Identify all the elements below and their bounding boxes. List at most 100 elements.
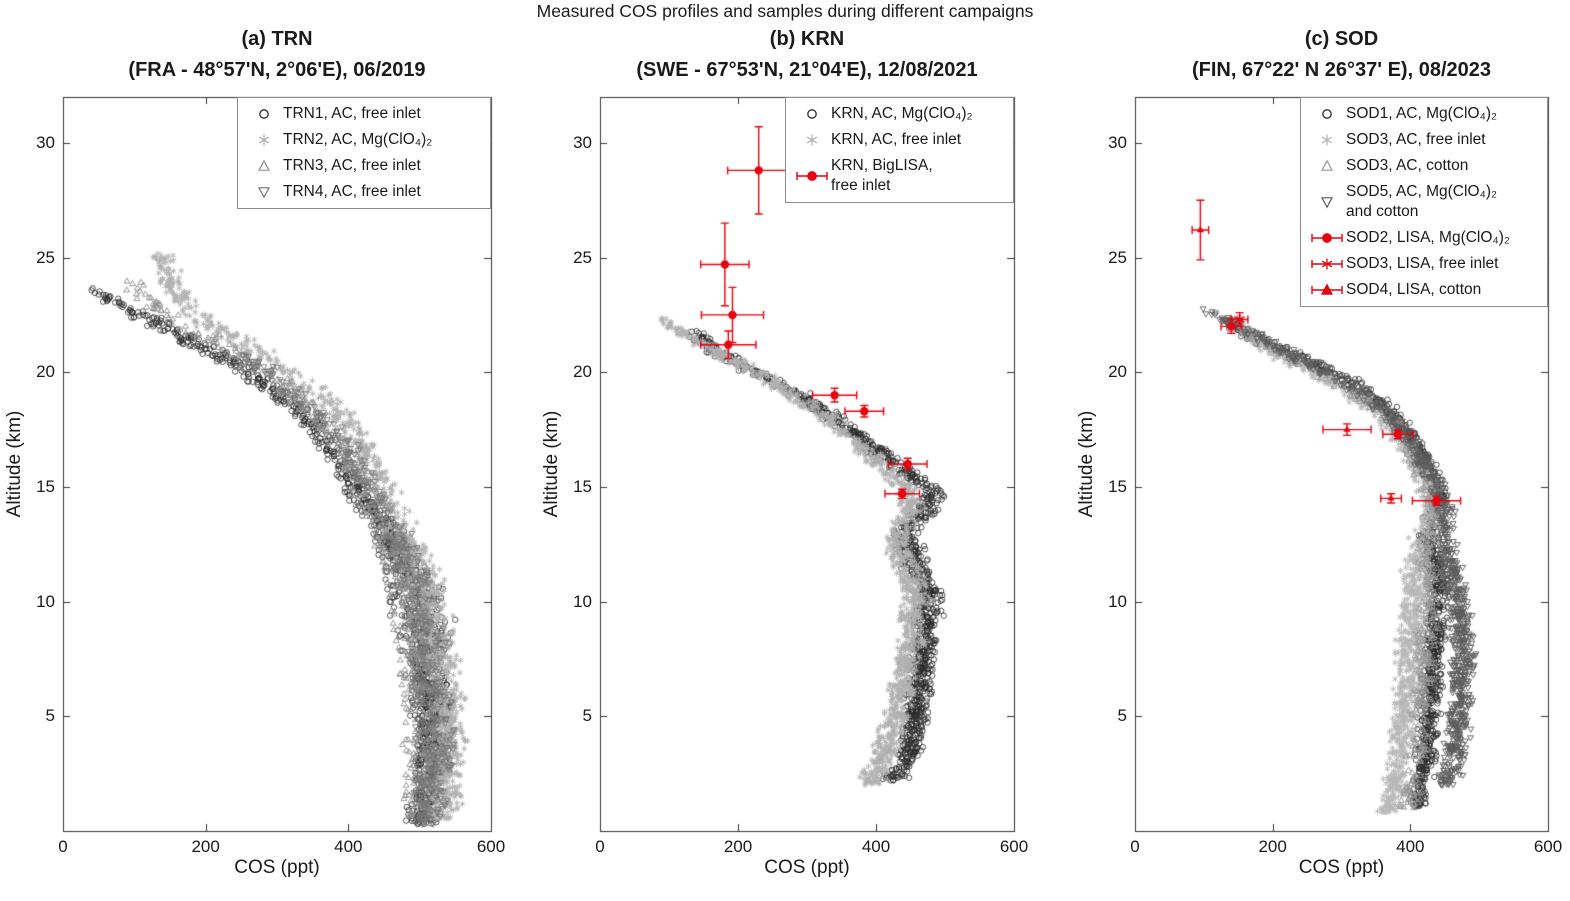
x-axis-label: COS (ppt) (234, 857, 320, 878)
y-tick-label: 25 (36, 247, 55, 267)
x-tick-label: 200 (1258, 837, 1287, 856)
panel-title-line2: (SWE - 67°53'N, 21°04'E), 12/08/2021 (636, 59, 978, 81)
legend-marker-tri-up-icon (245, 157, 283, 175)
legend-label-line: SOD2, LISA, Mg(ClO₄)₂ (1346, 229, 1510, 246)
legend-marker-asterisk-icon (793, 131, 831, 149)
legend-item: TRN4, AC, free inlet (240, 179, 488, 205)
legend-label-line: KRN, AC, Mg(ClO₄)₂ (831, 105, 973, 122)
legend-item: SOD5, AC, Mg(ClO₄)₂ and cotton (1303, 179, 1545, 225)
legend-item-label: SOD4, LISA, cotton (1346, 280, 1481, 300)
y-tick-label: 15 (36, 476, 55, 496)
legend-label-line: TRN3, AC, free inlet (283, 157, 421, 174)
legend-item: KRN, AC, Mg(ClO₄)₂ (788, 101, 1011, 127)
x-tick-label: 0 (595, 837, 605, 856)
legend-item-label: KRN, BigLISA, free inlet (831, 156, 933, 196)
y-axis-label: Altitude (km) (4, 410, 25, 518)
y-tick-label: 5 (1117, 706, 1127, 726)
x-tick-label: 0 (58, 837, 68, 856)
legend-marker-asterisk-icon (1308, 131, 1346, 149)
legend-item-label: SOD2, LISA, Mg(ClO₄)₂ (1346, 228, 1510, 248)
legend-item: SOD1, AC, Mg(ClO₄)₂ (1303, 101, 1545, 127)
y-tick-label: 20 (573, 362, 592, 382)
x-tick-label: 600 (476, 837, 506, 856)
x-tick-label: 0 (1130, 837, 1140, 856)
legend-item: KRN, BigLISA, free inlet (788, 153, 1011, 199)
x-axis-label: COS (ppt) (764, 857, 850, 878)
x-tick-label: 400 (334, 837, 363, 856)
legend-label-line: SOD1, AC, Mg(ClO₄)₂ (1346, 105, 1498, 122)
legend-marker-tri-down-icon (245, 183, 283, 201)
legend-marker-tri-up-icon (1308, 157, 1346, 175)
x-tick-label: 600 (1533, 837, 1563, 856)
y-tick-label: 15 (573, 476, 592, 496)
legend-item-label: TRN1, AC, free inlet (283, 104, 421, 124)
x-tick-label: 600 (999, 837, 1029, 856)
legend-item: SOD3, AC, cotton (1303, 153, 1545, 179)
y-tick-label: 25 (573, 247, 592, 267)
figure-title: Measured COS profiles and samples during… (536, 1, 1034, 21)
legend-item-label: SOD3, AC, free inlet (1346, 130, 1486, 150)
legend-item-label: SOD3, AC, cotton (1346, 156, 1468, 176)
y-axis-label: Altitude (km) (1076, 410, 1097, 518)
y-tick-label: 30 (573, 132, 592, 152)
legend-item-label: KRN, AC, free inlet (831, 130, 961, 150)
y-tick-label: 15 (1108, 476, 1127, 496)
y-tick-label: 30 (36, 132, 55, 152)
panel-title-line2: (FIN, 67°22' N 26°37' E), 08/2023 (1191, 59, 1492, 81)
y-tick-label: 20 (36, 362, 55, 382)
legend-item: SOD3, LISA, free inlet (1303, 251, 1545, 277)
legend-marker-tri-down-icon (1308, 193, 1346, 211)
legend-item-label: TRN2, AC, Mg(ClO₄)₂ (283, 130, 432, 150)
y-tick-label: 10 (1108, 591, 1127, 611)
legend-item: SOD2, LISA, Mg(ClO₄)₂ (1303, 225, 1545, 251)
legend-box: TRN1, AC, free inlet TRN2, AC, Mg(ClO₄)₂ T… (237, 97, 491, 209)
legend-label-line: KRN, AC, free inlet (831, 131, 962, 148)
legend-item: TRN3, AC, free inlet (240, 153, 488, 179)
x-tick-label: 200 (191, 837, 220, 856)
legend-label-line: and cotton (1346, 203, 1419, 220)
legend-marker-circle-icon (1308, 105, 1346, 123)
legend-label-line: TRN1, AC, free inlet (283, 105, 421, 122)
legend-item: TRN1, AC, free inlet (240, 101, 488, 127)
legend-label-line: KRN, BigLISA, (831, 157, 933, 174)
legend-item: SOD3, AC, free inlet (1303, 127, 1545, 153)
legend-marker-circle-errorbar-icon (793, 167, 831, 185)
panel-title-line1: (b) KRN (769, 28, 845, 50)
legend-label-line: SOD3, LISA, free inlet (1346, 255, 1499, 272)
legend-label-line: TRN4, AC, free inlet (283, 183, 421, 200)
panel-title-line2: (FRA - 48°57'N, 2°06'E), 06/2019 (128, 59, 426, 81)
legend-item-label: TRN3, AC, free inlet (283, 156, 421, 176)
legend-item-label: SOD5, AC, Mg(ClO₄)₂ and cotton (1346, 182, 1497, 222)
y-tick-label: 5 (582, 706, 592, 726)
legend-label-line: TRN2, AC, Mg(ClO₄)₂ (283, 131, 433, 148)
legend-marker-circle-icon (245, 105, 283, 123)
x-tick-label: 400 (861, 837, 891, 856)
y-tick-label: 25 (1108, 247, 1127, 267)
x-tick-label: 200 (723, 837, 753, 856)
legend-item-label: SOD3, LISA, free inlet (1346, 254, 1499, 274)
legend-item-label: SOD1, AC, Mg(ClO₄)₂ (1346, 104, 1497, 124)
legend-label-line: SOD5, AC, Mg(ClO₄)₂ (1346, 183, 1498, 200)
legend-item: KRN, AC, free inlet (788, 127, 1011, 153)
legend-box: KRN, AC, Mg(ClO₄)₂ KRN, AC, free inlet KRN… (785, 97, 1014, 203)
legend-marker-circle-icon (793, 105, 831, 123)
legend-label-line: free inlet (831, 177, 891, 194)
legend-marker-asterisk-icon (245, 131, 283, 149)
legend-marker-tri-up-errorbar-icon (1308, 281, 1346, 299)
y-tick-label: 20 (1108, 362, 1127, 382)
legend-item: SOD4, LISA, cotton (1303, 277, 1545, 303)
y-tick-label: 10 (573, 591, 592, 611)
legend-item-label: KRN, AC, Mg(ClO₄)₂ (831, 104, 973, 124)
panel-title-line1: (a) TRN (241, 28, 313, 50)
y-tick-label: 5 (45, 706, 55, 726)
legend-label-line: SOD4, LISA, cotton (1346, 281, 1482, 298)
x-tick-label: 400 (1396, 837, 1425, 856)
panel-title-line1: (c) SOD (1304, 28, 1379, 50)
legend-label-line: SOD3, AC, cotton (1346, 157, 1469, 174)
y-tick-label: 30 (1108, 132, 1127, 152)
legend-item: TRN2, AC, Mg(ClO₄)₂ (240, 127, 488, 153)
legend-label-line: SOD3, AC, free inlet (1346, 131, 1486, 148)
x-axis-label: COS (ppt) (1298, 857, 1385, 878)
legend-marker-asterisk-errorbar-icon (1308, 255, 1346, 273)
